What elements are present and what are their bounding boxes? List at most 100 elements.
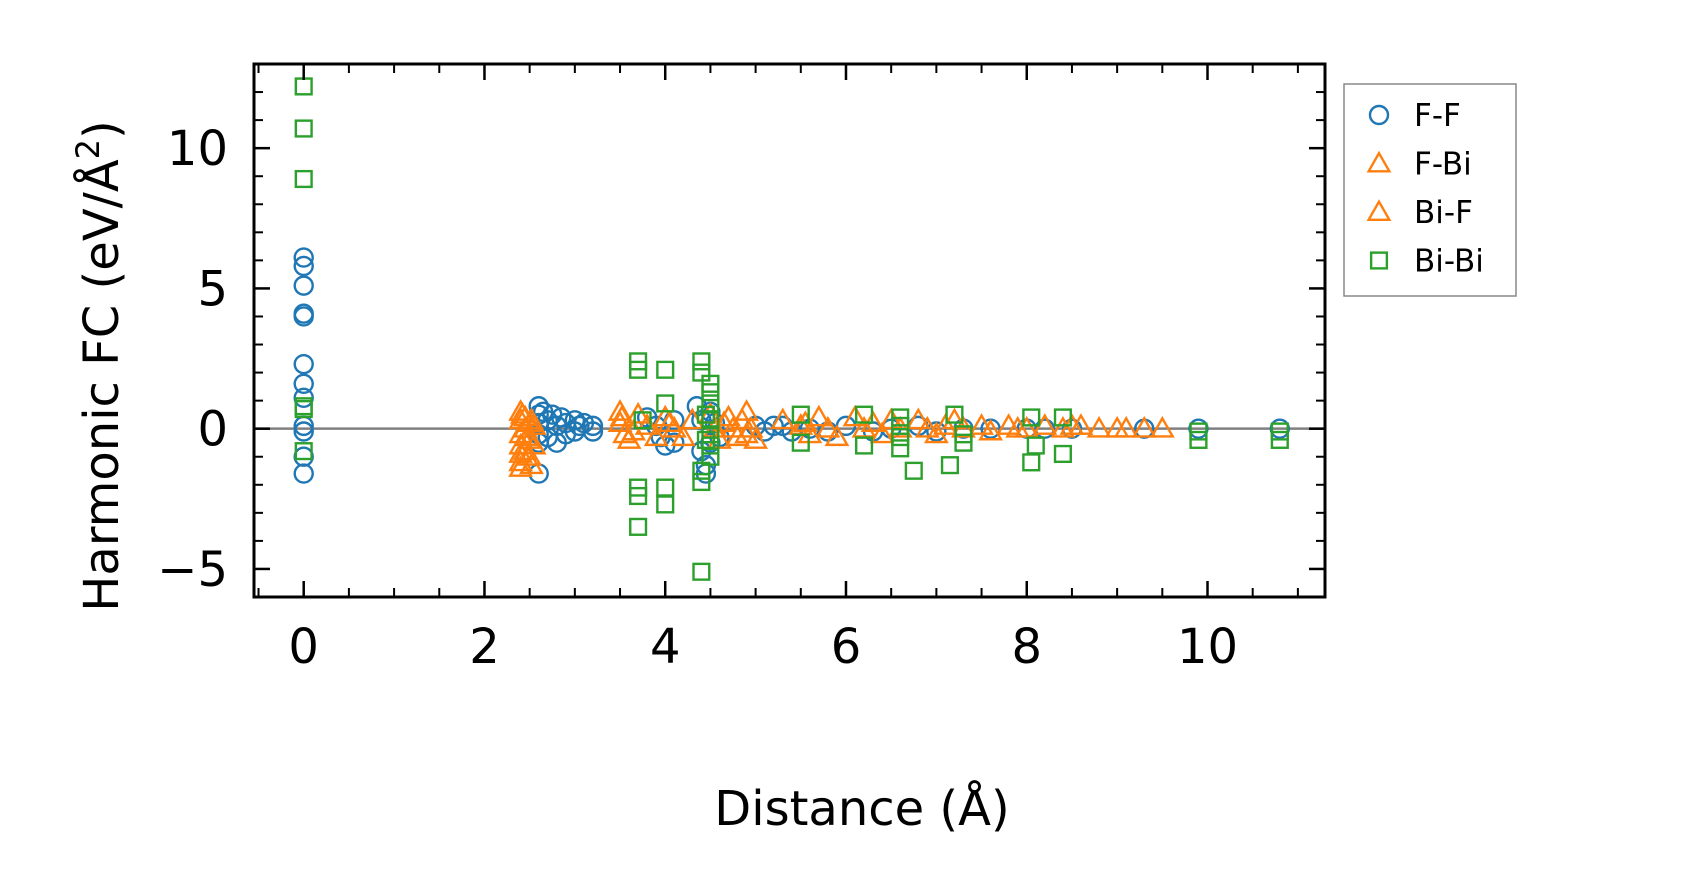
data-point xyxy=(1022,408,1041,427)
y-tick-label: 0 xyxy=(197,402,228,458)
data-point xyxy=(633,411,652,430)
data-point xyxy=(514,424,540,447)
data-point xyxy=(791,433,810,452)
data-point xyxy=(293,421,314,442)
data-point xyxy=(1022,453,1041,472)
data-point xyxy=(1050,415,1076,438)
data-point xyxy=(657,410,683,433)
data-point xyxy=(891,439,910,458)
data-point xyxy=(743,427,769,449)
data-point xyxy=(932,413,958,435)
data-point xyxy=(1005,415,1031,438)
data-point xyxy=(1053,444,1072,464)
data-point xyxy=(293,463,314,484)
legend-marker xyxy=(1366,150,1392,173)
data-point xyxy=(294,169,313,189)
data-point xyxy=(734,399,759,421)
y-axis-label-main: Harmonic FC (eV/Å xyxy=(73,159,130,612)
data-point xyxy=(1131,415,1157,438)
data-point xyxy=(564,410,586,431)
plot-frame xyxy=(252,62,1327,599)
legend: F-F F-Bi Bi-F Bi-Bi xyxy=(1343,83,1517,297)
data-point xyxy=(1149,415,1175,438)
data-point xyxy=(1189,430,1208,449)
data-point xyxy=(914,415,940,438)
data-point xyxy=(1113,415,1139,438)
data-point xyxy=(294,399,313,419)
data-point xyxy=(692,352,711,371)
series-bi-bi xyxy=(294,77,1289,581)
data-point xyxy=(510,401,535,424)
legend-marker xyxy=(1368,104,1390,126)
y-tick-label: 5 xyxy=(197,261,228,317)
x-tick-label: 8 xyxy=(1011,619,1042,675)
data-point xyxy=(701,411,720,430)
data-point xyxy=(734,421,759,444)
data-point xyxy=(569,415,590,437)
data-point xyxy=(670,424,696,447)
data-point xyxy=(869,421,895,444)
data-point xyxy=(621,418,647,441)
data-point xyxy=(904,461,923,480)
legend-entry-label: F-Bi xyxy=(1414,147,1472,183)
data-point xyxy=(854,436,874,455)
data-point xyxy=(824,424,850,447)
data-point xyxy=(629,517,648,536)
data-point xyxy=(517,443,543,466)
x-tick-label: 2 xyxy=(469,619,500,675)
x-tick-label: 0 xyxy=(288,619,319,675)
data-point xyxy=(294,119,313,138)
data-point xyxy=(634,413,660,435)
legend-marker xyxy=(1369,251,1389,270)
data-point xyxy=(905,407,931,430)
x-tick-label: 10 xyxy=(1177,619,1238,675)
data-point xyxy=(609,404,635,427)
data-point xyxy=(656,478,675,497)
data-point xyxy=(1086,415,1112,438)
data-point xyxy=(293,247,314,268)
data-point xyxy=(582,421,604,442)
data-point xyxy=(996,413,1022,435)
x-tick-label: 4 xyxy=(650,619,681,675)
data-point xyxy=(293,446,314,467)
y-axis-label-superscript: 2 xyxy=(69,139,107,159)
data-point xyxy=(945,405,964,424)
data-point xyxy=(978,418,1004,441)
data-point xyxy=(891,416,910,435)
data-point xyxy=(701,383,720,402)
data-point xyxy=(891,428,910,447)
data-point xyxy=(887,415,913,438)
data-point xyxy=(508,449,534,472)
data-point xyxy=(293,373,314,394)
data-point xyxy=(854,405,874,424)
data-point xyxy=(1026,436,1045,455)
data-point xyxy=(770,407,796,430)
legend-entry-label: F-F xyxy=(1414,98,1461,134)
data-point xyxy=(293,255,314,277)
data-point xyxy=(791,405,810,424)
data-point xyxy=(294,442,313,461)
legend-entry-label: Bi-Bi xyxy=(1414,244,1484,280)
data-point xyxy=(701,425,720,444)
series-bi-f xyxy=(510,401,1139,475)
legend-box xyxy=(1343,83,1517,297)
y-tick-label: 10 xyxy=(167,121,228,177)
data-point xyxy=(842,404,868,427)
x-axis-label: Distance (Å) xyxy=(714,780,1009,837)
data-point xyxy=(519,452,544,475)
y-axis-label-close: ) xyxy=(74,120,130,139)
data-point xyxy=(815,415,841,438)
data-point xyxy=(763,415,784,437)
data-point xyxy=(696,405,715,424)
data-point xyxy=(969,413,994,435)
data-point xyxy=(701,447,720,466)
data-point xyxy=(582,415,604,437)
data-point xyxy=(954,433,973,452)
legend-marker xyxy=(1366,199,1392,221)
data-point xyxy=(692,472,711,492)
y-tick-label: −5 xyxy=(157,542,228,598)
data-point xyxy=(293,275,314,296)
legend-entry-label: Bi-F xyxy=(1414,195,1473,231)
data-point xyxy=(806,404,832,427)
data-point xyxy=(519,407,544,430)
